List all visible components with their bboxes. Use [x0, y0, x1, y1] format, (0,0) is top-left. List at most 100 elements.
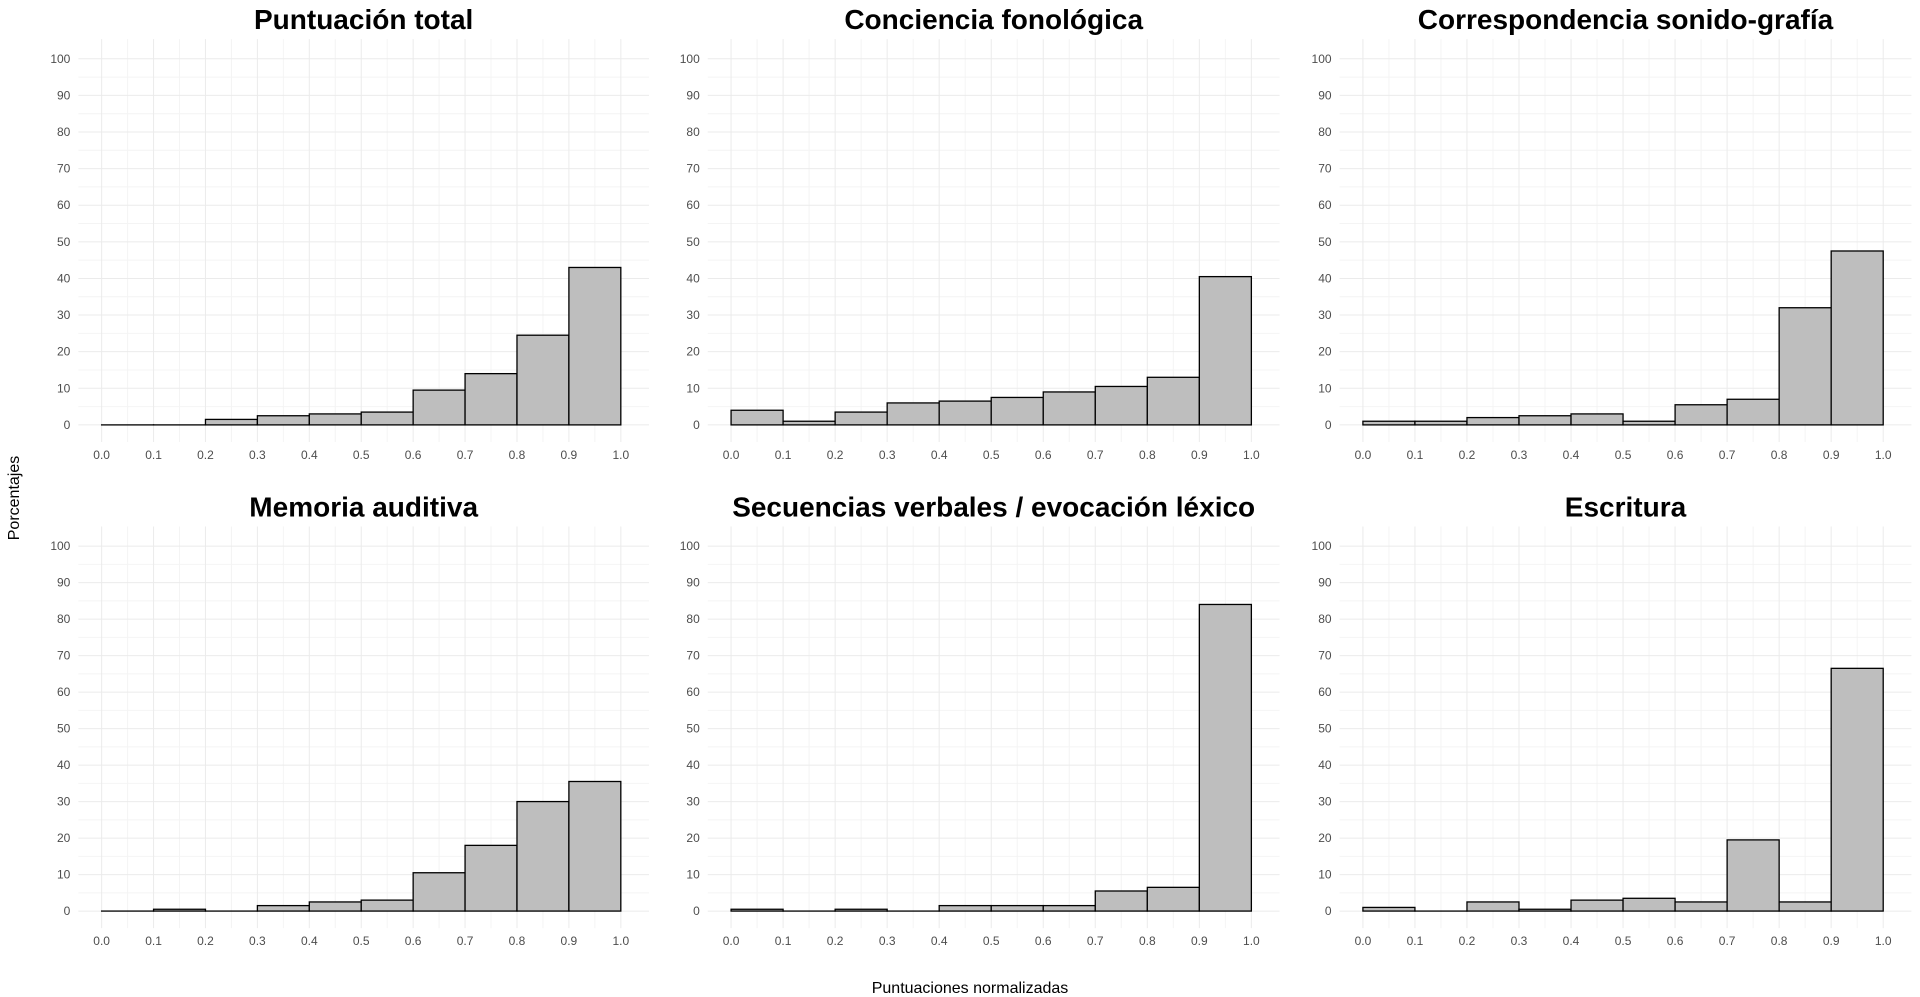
x-tick-label: 0.4 [301, 934, 318, 948]
x-tick-label: 0.3 [1511, 448, 1528, 462]
histogram-panel-2: 0 10 20 30 40 50 60 70 80 90 100 0.0 0.1 0.2 0.3 0.4 0.5… [680, 4, 1280, 462]
histogram-bar [516, 800, 570, 912]
y-tick-label: 20 [686, 345, 700, 359]
histogram-bar [516, 334, 570, 426]
y-tick-label: 100 [680, 52, 700, 66]
x-tick-label: 0.1 [145, 448, 162, 462]
x-tick-label: 0.5 [1615, 934, 1632, 948]
y-tick-label: 30 [686, 308, 700, 322]
x-tick-label: 0.8 [1771, 934, 1788, 948]
y-tick-label: 40 [686, 758, 700, 772]
y-tick-label: 10 [686, 381, 700, 395]
y-tick-label: 70 [57, 649, 71, 663]
y-tick-label: 0 [1325, 904, 1332, 918]
y-tick-label: 40 [686, 271, 700, 285]
x-tick-label: 0.6 [1667, 934, 1684, 948]
y-tick-label: 100 [680, 539, 700, 553]
histogram-bar [730, 409, 784, 426]
panel-title: Conciencia fonológica [844, 4, 1143, 35]
y-tick-label: 60 [1318, 198, 1332, 212]
y-tick-label: 70 [686, 649, 700, 663]
y-tick-label: 10 [1318, 381, 1332, 395]
y-tick-label: 50 [1318, 722, 1332, 736]
x-tick-label: 1.0 [1875, 934, 1892, 948]
x-tick-label: 0.0 [1355, 934, 1372, 948]
y-tick-label: 50 [686, 235, 700, 249]
y-tick-label: 70 [57, 162, 71, 176]
x-tick-label: 0.7 [1087, 934, 1104, 948]
histogram-bar [782, 420, 836, 426]
x-tick-label: 0.2 [197, 934, 214, 948]
histogram-bar [730, 908, 784, 912]
x-tick-label: 0.3 [879, 448, 896, 462]
y-tick-label: 0 [1325, 418, 1332, 432]
y-tick-label: 60 [57, 685, 71, 699]
histogram-bar [256, 415, 310, 426]
y-tick-label: 10 [57, 381, 71, 395]
y-tick-label: 50 [57, 722, 71, 736]
histogram-bar [1726, 398, 1780, 426]
histogram-bar [204, 418, 259, 426]
y-tick-label: 80 [1318, 612, 1332, 626]
x-tick-label: 0.2 [827, 448, 844, 462]
histogram-bar [568, 780, 622, 912]
x-tick-label: 0.4 [301, 448, 318, 462]
x-tick-label: 0.1 [1407, 448, 1424, 462]
histogram-bar [1518, 908, 1572, 912]
y-tick-label: 60 [57, 198, 71, 212]
histogram-bar [308, 413, 362, 426]
x-tick-label: 0.6 [405, 934, 422, 948]
y-tick-label: 80 [57, 125, 71, 139]
x-tick-label: 0.6 [1667, 448, 1684, 462]
x-tick-label: 0.6 [1035, 934, 1052, 948]
x-tick-label: 0.1 [775, 448, 792, 462]
x-tick-label: 0.5 [353, 934, 370, 948]
histogram-bar [1830, 250, 1884, 426]
y-tick-label: 50 [1318, 235, 1332, 249]
y-tick-label: 90 [57, 576, 71, 590]
x-tick-label: 0.2 [827, 934, 844, 948]
y-tick-label: 80 [686, 612, 700, 626]
histogram-bar [1362, 906, 1416, 912]
y-tick-label: 90 [686, 576, 700, 590]
y-tick-label: 80 [1318, 125, 1332, 139]
x-tick-label: 0.0 [1355, 448, 1372, 462]
y-tick-label: 80 [686, 125, 700, 139]
y-tick-label: 30 [1318, 308, 1332, 322]
x-tick-label: 1.0 [612, 448, 629, 462]
x-tick-label: 0.9 [1823, 448, 1840, 462]
x-tick-label: 0.0 [723, 934, 740, 948]
y-tick-label: 90 [1318, 576, 1332, 590]
histogram-bar [1198, 275, 1253, 426]
x-tick-label: 1.0 [612, 934, 629, 948]
x-tick-label: 0.4 [1563, 448, 1580, 462]
y-tick-label: 90 [57, 88, 71, 102]
histogram-bar [834, 411, 888, 426]
x-tick-label: 0.9 [1191, 934, 1208, 948]
x-tick-label: 0.1 [775, 934, 792, 948]
x-tick-label: 0.4 [1563, 934, 1580, 948]
histogram-bar [1622, 897, 1676, 912]
y-tick-label: 0 [693, 904, 700, 918]
histogram-bar [1726, 839, 1780, 912]
y-tick-label: 70 [1318, 649, 1332, 663]
histogram-bar [1198, 603, 1253, 912]
histogram-bar [152, 908, 207, 912]
histogram-bar [1146, 886, 1200, 912]
histogram-bar [360, 899, 414, 912]
x-tick-label: 0.4 [931, 934, 948, 948]
x-tick-label: 0.6 [1035, 448, 1052, 462]
panel-title: Escritura [1565, 492, 1687, 523]
x-tick-label: 0.2 [1459, 934, 1476, 948]
x-tick-label: 0.5 [983, 934, 1000, 948]
panel-title: Puntuación total [254, 4, 473, 35]
y-tick-label: 100 [1312, 52, 1332, 66]
x-tick-label: 0.3 [879, 934, 896, 948]
histogram-bar [886, 402, 940, 426]
y-tick-label: 50 [57, 235, 71, 249]
histogram-bar [1570, 413, 1624, 426]
y-tick-label: 50 [686, 722, 700, 736]
y-tick-label: 0 [64, 904, 71, 918]
y-tick-label: 0 [693, 418, 700, 432]
